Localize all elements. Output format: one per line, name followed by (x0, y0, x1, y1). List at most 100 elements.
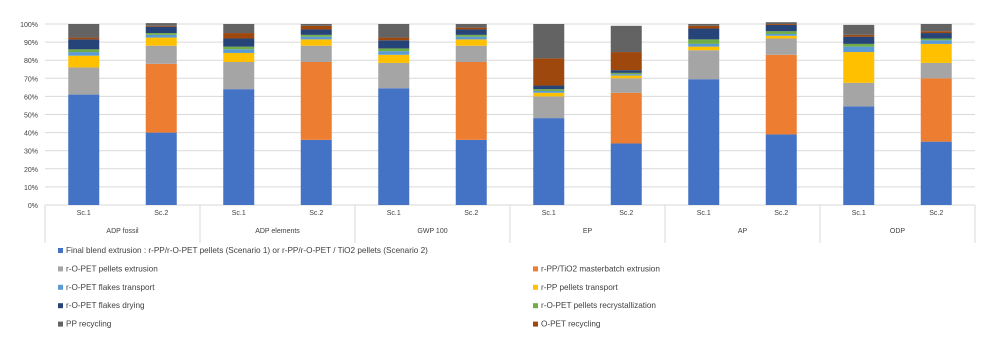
bar-segment (300, 36, 332, 40)
bar-segment (455, 27, 487, 30)
legend-swatch (533, 321, 538, 327)
bar-segment (455, 39, 487, 46)
bar-segment (843, 36, 875, 44)
bar-segment (145, 34, 177, 38)
legend-swatch (58, 266, 63, 272)
legend-label: r-O-PET pellets extrusion (66, 264, 158, 273)
y-tick-label: 30% (24, 149, 38, 156)
bar-segment (533, 92, 565, 97)
bar-segment (920, 31, 952, 34)
bar-segment (68, 67, 100, 95)
legend-swatch (533, 284, 538, 290)
bar-segment (145, 25, 177, 27)
bar-segment (378, 54, 410, 63)
legend-swatch (58, 248, 63, 253)
x-category-label: Sc.1 (542, 210, 556, 217)
bar-segment (300, 39, 332, 46)
y-tick-label: 0% (28, 203, 38, 210)
bar-segment (843, 82, 875, 107)
legend-swatch (533, 266, 538, 272)
bar-segment (378, 88, 410, 205)
bar-segment (765, 24, 797, 32)
bar-segment (688, 25, 720, 29)
bar-segment (223, 89, 255, 205)
bar-segment (688, 79, 720, 205)
x-category-label: Sc.2 (774, 210, 788, 217)
bar-segment (223, 62, 255, 90)
x-category-label: Sc.2 (464, 210, 478, 217)
bar-segment (455, 36, 487, 40)
x-category-label: Sc.1 (77, 210, 91, 217)
bar-segment (533, 118, 565, 205)
bar-segment (610, 70, 642, 73)
bar-segment (378, 37, 410, 41)
legend-swatch (58, 284, 63, 290)
y-tick-label: 10% (24, 185, 38, 192)
bar-segment (688, 50, 720, 80)
legend-swatch (58, 321, 63, 327)
legend-label: r-O-PET flakes drying (66, 301, 145, 310)
bar-segment (610, 25, 642, 53)
legend-label: r-O-PET pellets recrystallization (541, 301, 656, 310)
bar-segment (688, 43, 720, 47)
bar-segment (843, 46, 875, 53)
bar-segment (300, 45, 332, 63)
x-category-label: Sc.2 (154, 210, 168, 217)
bar-segment (765, 31, 797, 34)
bar-segment (610, 78, 642, 93)
bar-segment (223, 24, 255, 34)
legend-label: PP recycling (66, 320, 112, 329)
legend-label: r-PP/TiO2 masterbatch extrusion (541, 264, 660, 273)
y-tick-label: 40% (24, 131, 38, 138)
bar-segment (378, 24, 410, 38)
bar-segment (68, 52, 100, 56)
bar-segment (765, 54, 797, 135)
y-tick-label: 50% (24, 113, 38, 120)
bar-segment (843, 52, 875, 83)
bar-segment (455, 29, 487, 35)
bar-segment (688, 46, 720, 51)
legend-label: Final blend extrusion : r-PP/r-O-PET pel… (66, 246, 428, 255)
bar-segment (610, 74, 642, 76)
bar-segment (610, 92, 642, 144)
bar-segment (610, 72, 642, 75)
x-category-label: Sc.2 (309, 210, 323, 217)
bar-segment (223, 46, 255, 50)
bar-segment (533, 58, 565, 86)
x-group-label: GWP 100 (417, 228, 447, 235)
bar-segment (455, 45, 487, 63)
bar-segment (378, 62, 410, 89)
bar-segment (765, 33, 797, 36)
bar-segment (920, 141, 952, 205)
bar-segment (920, 43, 952, 63)
bar-segment (533, 24, 565, 59)
bar-segment (688, 28, 720, 40)
bar-segment (300, 24, 332, 26)
bar-segment (765, 22, 797, 24)
legend-swatch (533, 303, 538, 309)
bar-segment (300, 34, 332, 37)
bar-segment (300, 62, 332, 140)
bar-segment (68, 37, 100, 40)
x-group-label: EP (583, 228, 593, 235)
bar-segment (920, 38, 952, 41)
bar-segment (223, 33, 255, 39)
bar-segment (145, 33, 177, 35)
bar-segment (688, 24, 720, 26)
legend-label: r-PP pellets transport (541, 283, 618, 292)
bar-segment (300, 139, 332, 205)
bar-segment (920, 62, 952, 79)
bar-segment (145, 132, 177, 205)
bar-segment (455, 24, 487, 28)
y-tick-label: 100% (20, 22, 38, 29)
bar-segment (68, 49, 100, 53)
bar-segment (378, 48, 410, 52)
bar-segment (223, 38, 255, 47)
bar-segment (920, 40, 952, 44)
y-tick-label: 90% (24, 40, 38, 47)
bar-segment (533, 96, 565, 119)
x-group-label: ADP fossil (106, 228, 139, 235)
bar-segment (765, 24, 797, 25)
